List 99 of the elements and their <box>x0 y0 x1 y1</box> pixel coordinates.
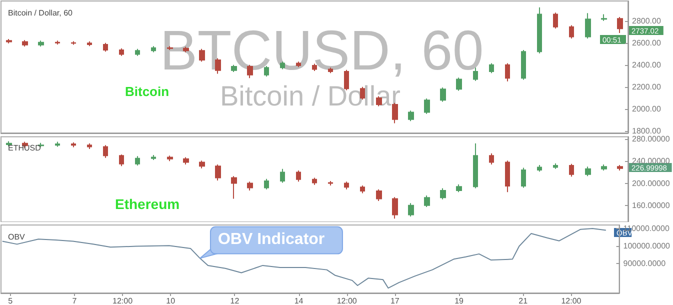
candlestick <box>22 40 28 47</box>
x-tick-label: 10 <box>166 296 176 305</box>
candlestick <box>424 98 430 114</box>
candlestick <box>585 166 591 177</box>
candlestick <box>119 154 124 167</box>
y-tick-label: 2200.00 <box>632 82 662 92</box>
candlestick <box>312 177 317 186</box>
candlestick <box>585 12 591 39</box>
candlestick <box>87 142 92 150</box>
candlestick <box>328 67 333 74</box>
candlestick <box>6 38 12 44</box>
x-tick-label: 7 <box>72 296 78 305</box>
candlestick <box>55 141 60 148</box>
x-tick-label: 14 <box>294 296 304 305</box>
candlestick <box>38 40 44 47</box>
candlestick <box>247 181 253 191</box>
x-tick-label: 21 <box>518 296 528 305</box>
candlestick <box>489 62 494 74</box>
candlestick <box>151 46 156 53</box>
annotation: BTCUSD, 60 <box>160 18 484 82</box>
candlestick <box>103 144 108 158</box>
candlestick <box>617 164 623 172</box>
candlestick <box>167 155 173 162</box>
candlestick <box>135 48 140 56</box>
candlestick <box>537 6 542 54</box>
candlestick <box>280 61 285 70</box>
candlestick <box>440 188 446 200</box>
candlestick <box>264 178 269 190</box>
x-tick-label: 17 <box>390 296 400 305</box>
candlestick <box>601 164 607 172</box>
candlestick <box>264 66 269 77</box>
candlestick <box>617 16 623 34</box>
candlestick <box>456 77 462 92</box>
candlestick <box>296 61 301 68</box>
x-tick-label: 12:00 <box>112 296 134 305</box>
candlestick <box>215 58 221 74</box>
y-tick-label: 100000.0000 <box>623 241 671 250</box>
candlestick <box>215 164 221 181</box>
y-tick-label: 2000.00 <box>632 104 662 114</box>
candlestick <box>135 156 140 166</box>
y-tick-label: 2600.00 <box>632 38 662 48</box>
candlestick <box>392 196 398 220</box>
annotation: Bitcoin <box>125 84 170 99</box>
y-tick-label: 90000.0000 <box>623 258 666 268</box>
candlestick <box>87 40 92 47</box>
y-tick-label: 2800.00 <box>632 16 662 26</box>
x-tick-label: 12:00 <box>336 296 358 305</box>
candlestick <box>489 152 494 165</box>
candlestick <box>408 202 414 217</box>
y-tick-label: 160.00000 <box>632 200 670 210</box>
candlestick <box>537 164 542 172</box>
candlestick <box>231 64 237 73</box>
candlestick <box>456 184 462 193</box>
x-tick-label: 5 <box>8 296 14 305</box>
candlestick <box>553 162 558 170</box>
candlestick <box>119 48 124 56</box>
x-tick-label: 12 <box>230 296 240 305</box>
candlestick <box>553 12 558 30</box>
text: Bitcoin / Dollar, 60 <box>8 8 74 18</box>
candlestick <box>440 86 446 102</box>
candlestick <box>71 40 76 46</box>
candlestick <box>103 42 108 52</box>
x-tick-label: 12:00 <box>561 296 582 305</box>
candlestick <box>408 110 414 122</box>
y-tick-label: 200.00000 <box>632 178 670 188</box>
candlestick <box>360 184 365 194</box>
candlestick <box>151 154 156 161</box>
candlestick <box>521 50 526 80</box>
candlestick <box>569 163 574 178</box>
candlestick <box>312 63 317 72</box>
candlestick <box>71 142 76 148</box>
y-tick-label: 1800.00 <box>632 126 662 136</box>
candlestick <box>199 160 205 169</box>
text: ETHUSD <box>8 144 42 152</box>
x-tick-label: 19 <box>454 296 464 305</box>
text: OBV <box>8 232 26 242</box>
candlestick <box>280 168 285 184</box>
annotation: Ethereum <box>115 196 180 212</box>
candlestick <box>344 181 349 190</box>
candlestick <box>328 180 333 186</box>
candlestick <box>167 46 173 51</box>
y-tick-label: 280.00000 <box>632 134 670 144</box>
candlestick <box>231 176 237 200</box>
y-tick-label: 2400.00 <box>632 60 662 70</box>
candlestick <box>376 188 382 202</box>
candlestick <box>199 48 205 62</box>
candlestick <box>247 64 253 79</box>
candlestick <box>183 156 189 165</box>
candlestick <box>183 46 189 53</box>
candlestick <box>569 24 574 39</box>
candlestick <box>473 142 478 189</box>
candlestick <box>521 167 526 188</box>
candlestick <box>424 194 430 208</box>
candlestick <box>296 170 301 182</box>
annotation: OBV Indicator <box>218 230 325 248</box>
candlestick <box>505 160 510 193</box>
candlestick <box>505 62 510 82</box>
candlestick <box>55 40 60 46</box>
candlestick <box>601 14 607 22</box>
